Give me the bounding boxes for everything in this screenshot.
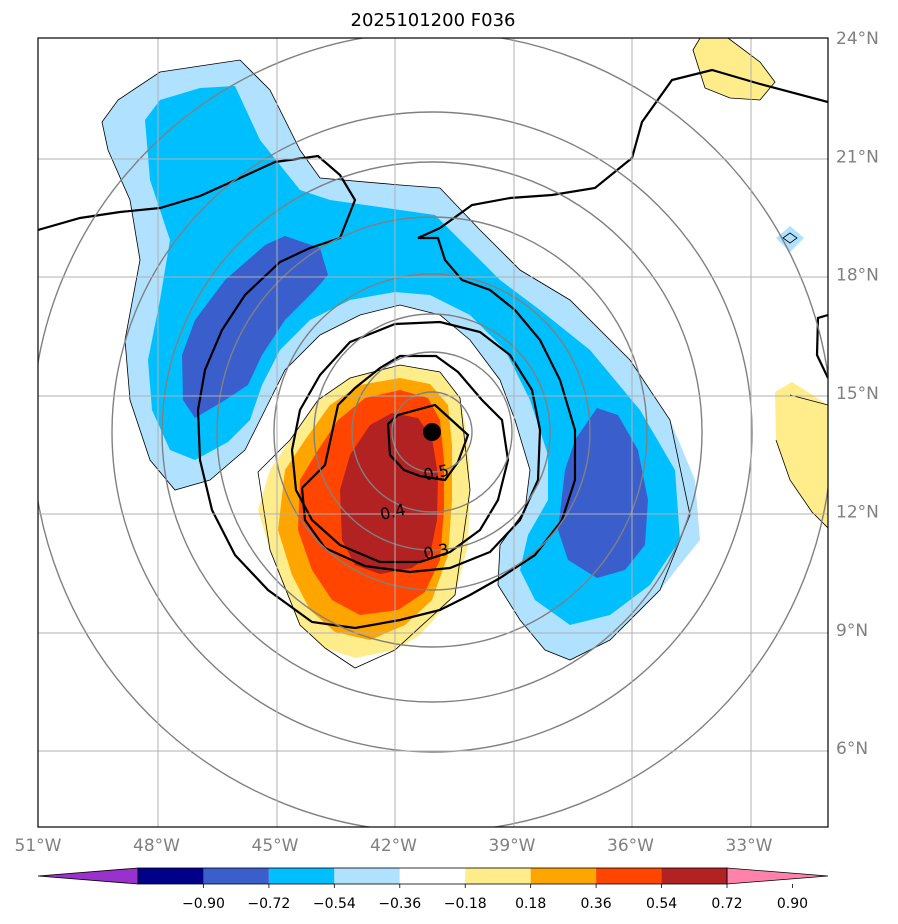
bold-contours bbox=[38, 68, 828, 630]
contour-label: 0.3 bbox=[422, 539, 451, 563]
colorbar-label: 0.18 bbox=[515, 896, 546, 912]
lat-tick-label: 6°N bbox=[836, 739, 868, 759]
colorbar-swatch bbox=[334, 868, 400, 884]
colorbar-swatch bbox=[596, 868, 662, 884]
colorbar-swatch bbox=[661, 868, 727, 884]
colorbar-swatch bbox=[530, 868, 597, 884]
colorbar-label: −0.72 bbox=[247, 896, 290, 912]
contour-label: 0.4 bbox=[378, 500, 407, 524]
colorbar-label: 0.36 bbox=[581, 896, 612, 912]
colorbar-swatch bbox=[203, 868, 269, 884]
colorbar-swatch bbox=[268, 868, 335, 884]
colorbar-swatch bbox=[138, 868, 204, 884]
lat-tick-label: 12°N bbox=[836, 502, 879, 522]
contour-labels: 0.5 0.4 0.3 bbox=[378, 461, 451, 564]
gridlines bbox=[38, 38, 828, 827]
lat-tick-label: 18°N bbox=[836, 266, 879, 286]
map-area bbox=[38, 38, 828, 827]
shade-pos-018-e bbox=[775, 382, 828, 528]
storm-center-marker bbox=[423, 423, 441, 441]
colorbar-labels: −0.90 −0.72 −0.54 −0.36 −0.18 0.18 0.36 0.54 0.7… bbox=[182, 884, 808, 912]
colorbar-extend-high bbox=[726, 867, 829, 885]
lat-tick-label: 21°N bbox=[836, 147, 879, 167]
shade-neg-036 bbox=[145, 86, 680, 625]
chart-title: 2025101200 F036 bbox=[351, 10, 516, 31]
contour-label: 0.5 bbox=[422, 461, 451, 485]
map-frame bbox=[37, 37, 829, 828]
shade-neg-054-east bbox=[558, 408, 648, 578]
shade-neg-018-small bbox=[776, 226, 804, 252]
colorbar-label: −0.54 bbox=[313, 896, 356, 912]
colorbar-label: −0.36 bbox=[378, 896, 421, 912]
lat-tick-label: 9°N bbox=[836, 621, 868, 641]
colorbar-label: −0.90 bbox=[182, 896, 225, 912]
colorbar bbox=[37, 867, 829, 885]
range-rings bbox=[38, 38, 828, 827]
lon-tick-label: 48°W bbox=[133, 836, 180, 856]
lon-tick-label: 51°W bbox=[15, 836, 62, 856]
shade-pos-018-ne bbox=[693, 38, 775, 100]
shade-pos-072 bbox=[340, 413, 438, 574]
shade-neg-054-west bbox=[182, 236, 328, 418]
colorbar-outline bbox=[137, 867, 728, 885]
colorbar-label: 0.90 bbox=[777, 896, 808, 912]
colorbar-label: 0.54 bbox=[646, 896, 677, 912]
latitude-tick-labels: 24°N 21°N 18°N 15°N 12°N 9°N 6°N bbox=[836, 29, 879, 759]
colorbar-label: 0.72 bbox=[711, 896, 742, 912]
lon-tick-label: 45°W bbox=[252, 836, 299, 856]
colorbar-label: −0.18 bbox=[444, 896, 487, 912]
lat-tick-label: 24°N bbox=[836, 29, 879, 49]
colorbar-extend-low bbox=[37, 867, 139, 885]
lat-tick-label: 15°N bbox=[836, 384, 879, 404]
lon-tick-label: 42°W bbox=[370, 836, 417, 856]
lon-tick-label: 33°W bbox=[726, 836, 773, 856]
colorbar-swatch bbox=[465, 868, 531, 884]
lon-tick-label: 36°W bbox=[607, 836, 654, 856]
colorbar-swatch bbox=[399, 868, 466, 884]
longitude-tick-labels: 51°W 48°W 45°W 42°W 39°W 36°W 33°W bbox=[15, 836, 773, 856]
lon-tick-label: 39°W bbox=[489, 836, 536, 856]
